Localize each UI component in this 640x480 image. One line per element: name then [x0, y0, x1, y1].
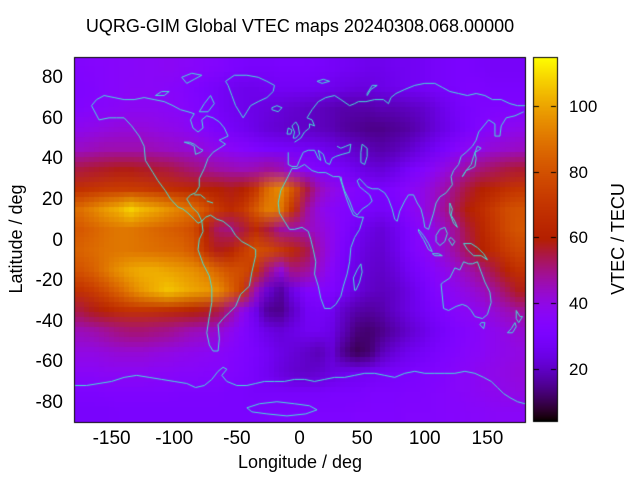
y-tick-label: -80	[35, 391, 63, 413]
colorbar-tick-label: 60	[569, 228, 588, 248]
y-tick-label: 0	[52, 229, 63, 251]
y-tick-label: -40	[35, 310, 63, 332]
x-tick-label: -150	[92, 428, 131, 449]
x-tick-label: 100	[408, 428, 441, 449]
colorbar-tick-label: 20	[569, 359, 588, 379]
x-tick-label: 0	[294, 428, 305, 449]
colorbar-tick-label: 100	[569, 97, 598, 117]
colorbar-tick-label: 80	[569, 162, 588, 182]
y-tick-label: 20	[41, 188, 63, 210]
y-tick-label: -20	[35, 270, 63, 292]
x-tick-label: -100	[155, 428, 194, 449]
y-tick-label: 80	[41, 67, 63, 89]
x-tick-label: 50	[351, 428, 373, 449]
x-axis-label: Longitude / deg	[237, 452, 363, 472]
x-tick-label: -50	[223, 428, 251, 449]
colorbar-label: VTEC / TECU	[608, 183, 628, 295]
y-tick-label: 40	[41, 148, 63, 170]
y-tick-label: -60	[35, 351, 63, 373]
y-tick-label: 60	[41, 107, 63, 129]
chart-title: UQRG-GIM Global VTEC maps 20240308.068.0…	[85, 16, 515, 36]
x-tick-label: 150	[471, 428, 504, 449]
colorbar-tick-label: 40	[569, 293, 588, 313]
